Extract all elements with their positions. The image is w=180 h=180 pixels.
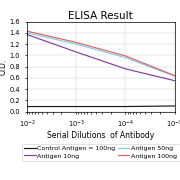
Antigen 100ng [75, 41, 77, 44]
Line: Antigen 50ng: Antigen 50ng [27, 33, 175, 76]
Control Antigen = 100ng [174, 105, 176, 107]
Antigen 50ng [124, 57, 127, 59]
Legend: Control Antigen = 100ng, Antigen 10ng, Antigen 50ng, Antigen 100ng: Control Antigen = 100ng, Antigen 10ng, A… [22, 143, 180, 161]
Line: Antigen 10ng: Antigen 10ng [27, 35, 175, 81]
Antigen 100ng [124, 55, 127, 57]
Antigen 50ng [26, 32, 28, 34]
Title: ELISA Result: ELISA Result [68, 11, 133, 21]
Antigen 50ng [75, 43, 77, 45]
Line: Control Antigen = 100ng: Control Antigen = 100ng [27, 106, 175, 107]
Line: Antigen 100ng: Antigen 100ng [27, 31, 175, 76]
Antigen 50ng [174, 75, 176, 77]
Control Antigen = 100ng [26, 105, 28, 108]
Antigen 10ng [26, 33, 28, 36]
Antigen 100ng [26, 30, 28, 32]
Antigen 10ng [174, 80, 176, 82]
Y-axis label: O.D.: O.D. [0, 58, 8, 75]
Control Antigen = 100ng [124, 105, 127, 108]
Antigen 100ng [174, 75, 176, 77]
Antigen 10ng [75, 51, 77, 53]
Antigen 10ng [124, 68, 127, 70]
Control Antigen = 100ng [75, 105, 77, 108]
X-axis label: Serial Dilutions  of Antibody: Serial Dilutions of Antibody [47, 131, 154, 140]
